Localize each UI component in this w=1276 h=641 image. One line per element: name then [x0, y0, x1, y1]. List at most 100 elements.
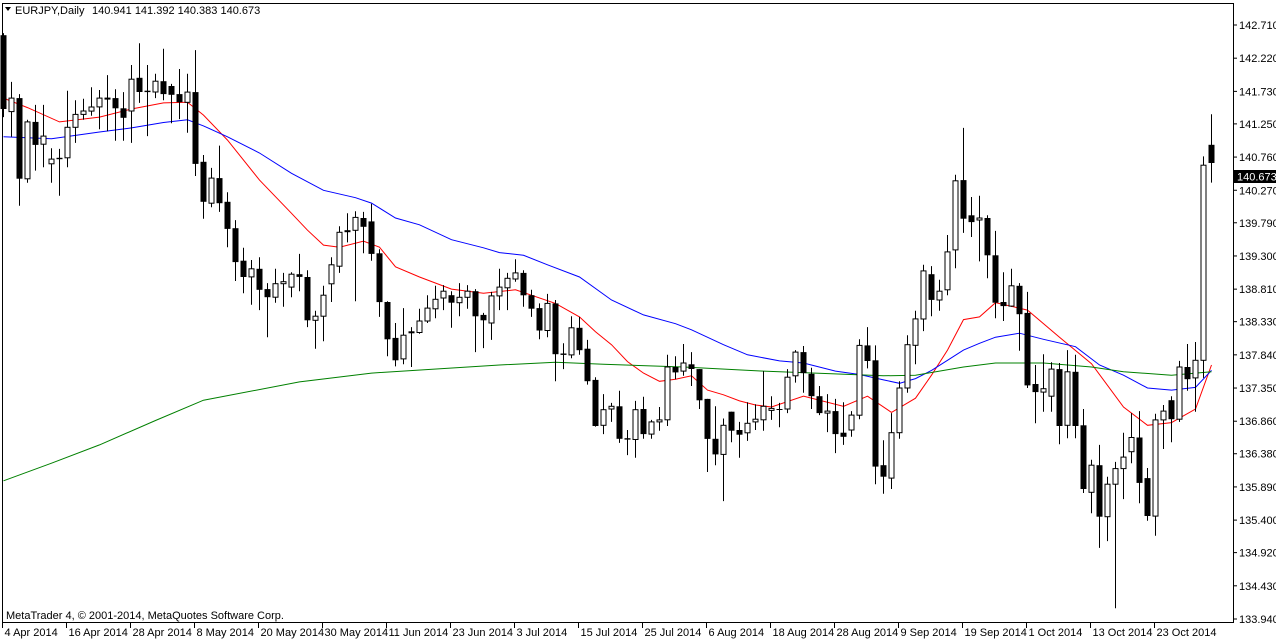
candle-body-bear: [32, 121, 39, 145]
candle-body-bull: [976, 217, 983, 221]
price-tick-label: 140.760: [1239, 152, 1276, 164]
price-tick-label: 140.270: [1239, 185, 1276, 197]
candle-body-bull: [464, 290, 471, 298]
candle-body-bear: [872, 360, 879, 467]
candle-body-bull: [608, 405, 615, 410]
chart-header: EURJPY,Daily 140.941 141.392 140.383 140…: [5, 5, 260, 17]
triangle-down-icon[interactable]: [5, 7, 11, 11]
candle-body-bull: [760, 405, 767, 421]
candle-body-bull: [48, 158, 55, 165]
candle-body-bear: [1144, 478, 1151, 516]
candle: [352, 211, 359, 302]
candle: [856, 339, 863, 420]
candle: [640, 396, 647, 439]
date-tick-label: 11 Jun 2014: [389, 627, 449, 639]
date-tick-label: 16 Apr 2014: [69, 627, 128, 639]
current-price-value: 140.673: [1237, 172, 1276, 184]
candle: [744, 402, 751, 441]
time-axis[interactable]: 4 Apr 2014 16 Apr 2014 28 Apr 2014 8 May 20…: [2, 622, 1217, 639]
candle: [808, 367, 815, 409]
candle: [48, 148, 55, 183]
candle: [1080, 409, 1087, 493]
candle: [728, 411, 735, 443]
candle-body-bear: [1000, 302, 1007, 307]
candle: [104, 75, 111, 132]
candle-body-bear: [480, 314, 487, 321]
date-tick-label: 23 Jun 2014: [453, 627, 514, 639]
candle: [776, 402, 783, 428]
candle-body-bear: [144, 90, 151, 93]
candle: [1184, 344, 1191, 391]
candle: [520, 270, 527, 307]
candle: [240, 247, 247, 294]
candle: [848, 411, 855, 437]
candle-body-bear: [216, 178, 223, 204]
candle: [8, 81, 15, 137]
candle-body-bull: [432, 298, 439, 310]
candle-body-bull: [680, 362, 687, 372]
candle: [432, 285, 439, 319]
candle-body-bull: [784, 376, 791, 410]
candle-body-bear: [168, 86, 175, 95]
candle: [328, 257, 335, 302]
candle-body-bull: [720, 424, 727, 455]
candle: [1144, 468, 1151, 521]
candle-body-bear: [296, 274, 303, 277]
candle: [160, 48, 167, 101]
candle-body-bull: [1008, 285, 1015, 307]
price-axis[interactable]: 142.710 142.220 141.730 141.250 140.760 140.2…: [1233, 20, 1276, 626]
candle-body-bull: [824, 410, 831, 414]
candle: [872, 345, 879, 485]
candle: [320, 285, 327, 342]
candle-body-bear: [808, 373, 815, 397]
candle: [192, 50, 199, 176]
candle: [1064, 350, 1071, 439]
candle-body-bull: [648, 421, 655, 435]
candle-body-bear: [472, 291, 479, 317]
candle: [208, 167, 215, 208]
candle-body-bull: [488, 295, 495, 324]
candle-body-bull: [792, 351, 799, 377]
candle-body-bear: [112, 98, 119, 109]
candle-body-bear: [736, 430, 743, 435]
candle-body-bull: [64, 126, 71, 159]
candle-body-bull: [104, 97, 111, 100]
date-tick-label: 28 Aug 2014: [837, 627, 899, 639]
candle: [312, 310, 319, 349]
current-price-label: 140.673: [1234, 170, 1276, 184]
candle-body-bull: [24, 121, 31, 180]
price-tick-label: 142.710: [1239, 20, 1276, 32]
candle: [536, 303, 543, 340]
date-tick-label: 30 May 2014: [325, 627, 389, 639]
candle: [376, 249, 383, 317]
candle: [632, 400, 639, 458]
candle: [1160, 405, 1167, 449]
candle-body-bull: [632, 409, 639, 441]
candle-body-bear: [688, 364, 695, 369]
candle: [880, 440, 887, 494]
candle-body-bear: [880, 465, 887, 477]
candle-body-bull: [496, 286, 503, 297]
price-tick-label: 137.350: [1239, 383, 1276, 395]
price-tick-label: 138.810: [1239, 284, 1276, 296]
candle-body-bear: [528, 295, 535, 309]
candle: [344, 213, 351, 243]
candle: [896, 381, 903, 439]
candle: [1024, 291, 1031, 388]
candle: [1168, 396, 1175, 443]
candle: [488, 291, 495, 340]
candle-body-bull: [1200, 164, 1207, 361]
candle: [560, 343, 567, 370]
candle: [144, 65, 151, 137]
candle-body-bull: [248, 268, 255, 278]
candle-body-bull: [128, 78, 135, 112]
candle-body-bear: [832, 411, 839, 435]
candle: [56, 148, 63, 196]
candle: [568, 316, 575, 359]
candle-body-bear: [640, 409, 647, 435]
candle-body-bear: [192, 92, 199, 164]
candle: [1200, 156, 1207, 378]
price-tick-label: 135.400: [1239, 515, 1276, 527]
candle: [992, 230, 999, 319]
